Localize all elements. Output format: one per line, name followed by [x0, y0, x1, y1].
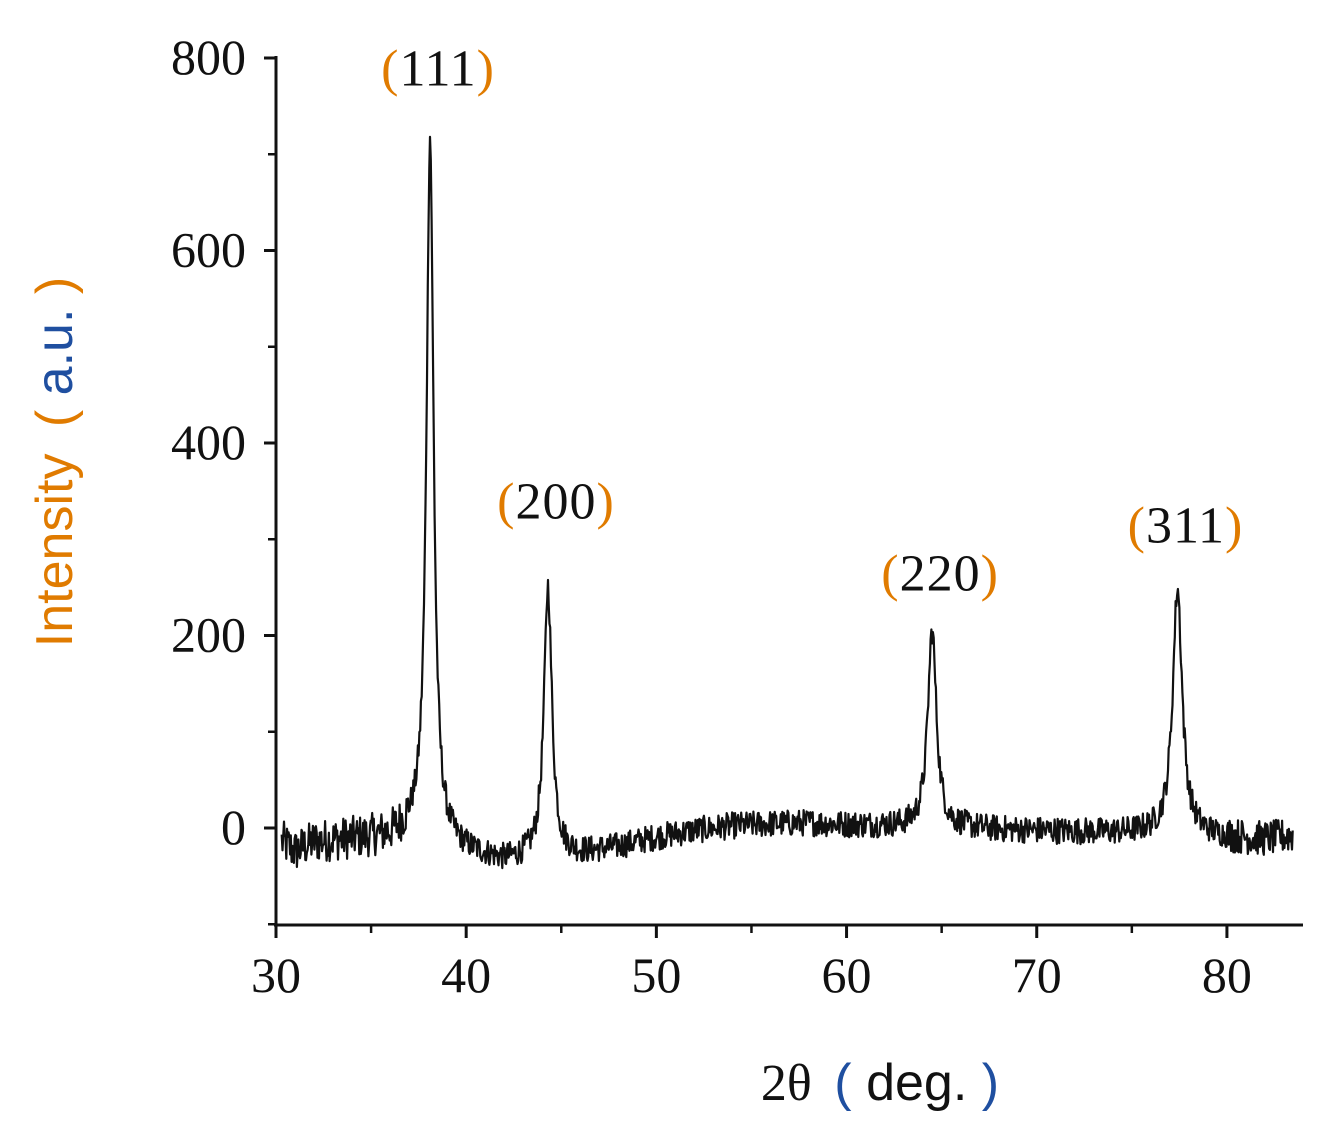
y-tick-label-400: 400: [171, 414, 246, 470]
peak-label-hkl: 200: [515, 474, 596, 531]
peak-label-220: (220): [881, 546, 999, 603]
y-tick-label-600: 600: [171, 222, 246, 278]
x-axis-title: 2θ ( deg. ): [761, 1054, 999, 1112]
y-axis-title-paren-open: (: [26, 409, 84, 427]
x-axis-title-paren-close: ): [982, 1054, 999, 1112]
peak-label-paren-open: (: [497, 474, 515, 531]
peak-label-311: (311): [1128, 498, 1244, 555]
peak-label-hkl: 311: [1146, 498, 1225, 555]
peak-label-200: (200): [497, 474, 615, 531]
peak-label-paren-close: ): [477, 40, 495, 97]
peak-label-paren-close: ): [1225, 498, 1243, 555]
x-axis-title-unit: deg.: [866, 1054, 967, 1112]
peak-label-hkl: 220: [900, 546, 981, 603]
xrd-series-line: [280, 135, 1294, 870]
peak-labels: (111)(200)(220)(311): [381, 40, 1244, 603]
ticks: 0 200 400 600 800 30 40 50 60 70 80: [171, 29, 1252, 1003]
peak-label-paren-open: (: [1128, 498, 1146, 555]
y-axis-title-paren-close: ): [26, 277, 84, 294]
peak-label-paren-open: (: [881, 546, 899, 603]
x-tick-label-80: 80: [1202, 947, 1252, 1003]
y-axis-title-unit: a.u.: [26, 309, 84, 396]
peak-label-paren-close: ): [596, 474, 614, 531]
peak-label-111: (111): [381, 40, 495, 97]
x-axis-title-prefix: 2θ: [761, 1055, 812, 1112]
y-axis-title: Intensity ( a.u. ): [26, 277, 84, 647]
x-tick-label-40: 40: [441, 947, 491, 1003]
y-tick-label-0: 0: [221, 799, 246, 855]
x-axis-title-paren-open: (: [834, 1054, 852, 1112]
x-tick-label-50: 50: [631, 947, 681, 1003]
x-tick-label-30: 30: [251, 947, 301, 1003]
y-tick-label-200: 200: [171, 607, 246, 663]
x-tick-label-60: 60: [822, 947, 872, 1003]
peak-label-paren-close: ): [981, 546, 999, 603]
peak-label-paren-open: (: [381, 40, 399, 97]
x-tick-label-70: 70: [1012, 947, 1062, 1003]
y-tick-label-800: 800: [171, 29, 246, 85]
peak-label-hkl: 111: [399, 40, 476, 97]
y-axis-title-word: Intensity: [26, 454, 84, 648]
